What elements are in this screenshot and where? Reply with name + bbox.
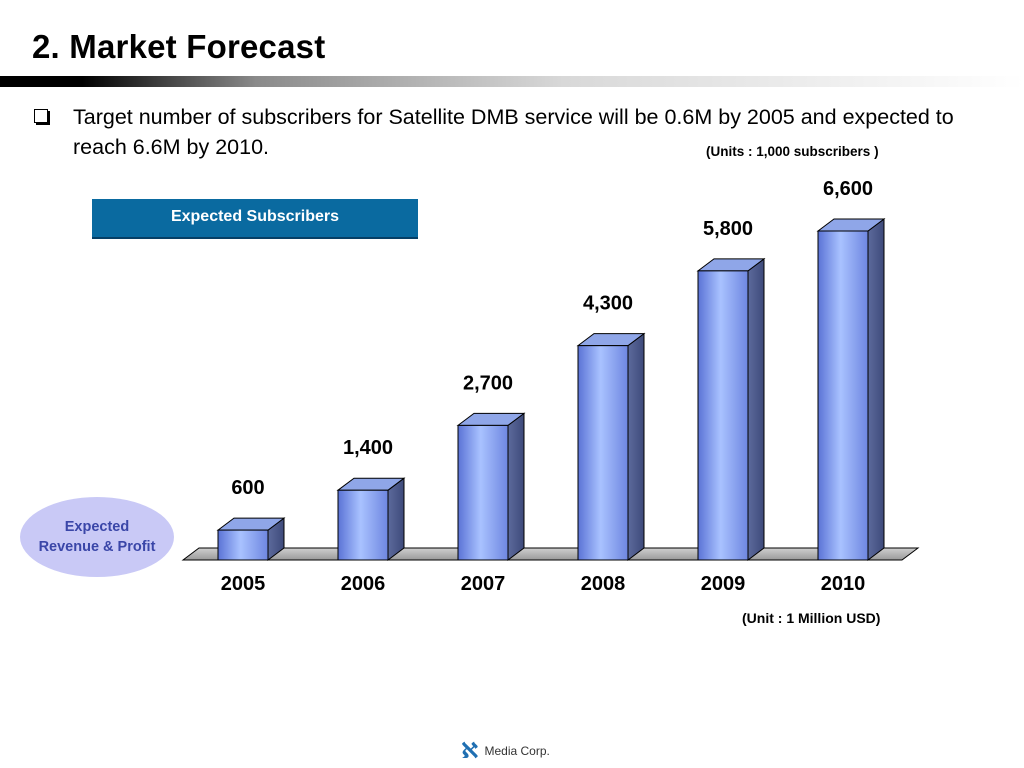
page-title: 2. Market Forecast: [32, 28, 326, 65]
bar-2005: [217, 529, 269, 561]
bar-2009: [697, 270, 749, 561]
x-tick-label-2006: 2006: [341, 573, 386, 595]
data-label-2006: 1,400: [343, 437, 393, 459]
expected-revenue-button[interactable]: Expected Revenue & Profit: [20, 497, 174, 577]
data-label-2008: 4,300: [583, 293, 633, 315]
bullet-checkbox-icon: [34, 109, 48, 123]
x-tick-label-2009: 2009: [701, 573, 746, 595]
bar-side-2010: [867, 218, 885, 561]
company-logo: ℵ Media Corp.: [461, 735, 590, 767]
data-label-2010: 6,600: [823, 178, 873, 200]
x-tick-label-2005: 2005: [221, 573, 266, 595]
chart-bars: [216, 218, 886, 561]
bar-side-2009: [747, 257, 765, 561]
bar-2006: [337, 489, 389, 561]
units-note-subscribers: (Units : 1,000 subscribers ): [706, 144, 879, 159]
media-corp-logo-icon: ℵ: [461, 738, 479, 764]
data-label-2007: 2,700: [463, 372, 513, 394]
bullet-text: Target number of subscribers for Satelli…: [73, 105, 954, 159]
data-label-2005: 600: [231, 477, 264, 499]
bar-2008: [577, 345, 629, 561]
chart-floor-top: [181, 547, 920, 561]
chart-labels: 600 2005 1,400 2006 2,700 2007 4,300 2008 5,800 2…: [221, 178, 873, 595]
chart-floor: [181, 547, 920, 561]
bar-2007: [457, 424, 509, 561]
bar-2010: [817, 230, 869, 561]
tab-expected-subscribers[interactable]: Expected Subscribers: [92, 199, 418, 239]
x-tick-label-2008: 2008: [581, 573, 626, 595]
x-tick-label-2010: 2010: [821, 573, 866, 595]
ellipse-label-line2: Revenue & Profit: [38, 539, 156, 555]
logo-text: Media Corp.: [484, 744, 550, 758]
ellipse-label-line1: Expected: [64, 519, 130, 535]
bar-side-2006: [387, 477, 405, 561]
x-tick-label-2007: 2007: [461, 573, 506, 595]
bar-side-2007: [507, 412, 525, 561]
data-label-2009: 5,800: [703, 218, 753, 240]
units-note-revenue: (Unit : 1 Million USD): [742, 610, 881, 626]
title-divider: [0, 76, 1024, 87]
bar-side-2008: [627, 332, 645, 561]
